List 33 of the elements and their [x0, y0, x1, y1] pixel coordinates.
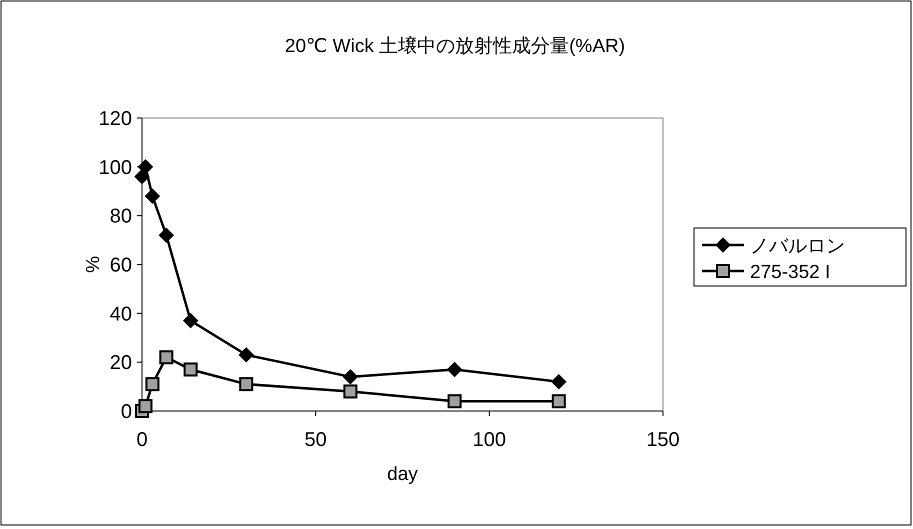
- y-tick-label: 100: [98, 156, 132, 179]
- point: [184, 362, 198, 376]
- point: [138, 159, 153, 174]
- y-tick-label: 120: [98, 108, 132, 130]
- point: [183, 313, 198, 328]
- point: [448, 394, 462, 408]
- x-tick-label: 0: [136, 429, 148, 451]
- x-axis-title: day: [387, 464, 418, 485]
- y-tick-label: 60: [110, 254, 132, 276]
- legend-label: 275-352 I: [750, 262, 830, 283]
- y-tick-label: 40: [110, 303, 132, 326]
- point: [134, 169, 150, 184]
- point: [138, 399, 152, 414]
- point: [238, 347, 254, 362]
- x-tick-label: 50: [304, 429, 327, 451]
- point: [343, 384, 358, 398]
- chart-title: 20℃ Wick 土壌中の放射性成分量(%AR): [284, 35, 626, 57]
- point: [447, 362, 462, 377]
- point: [552, 394, 566, 408]
- point: [551, 374, 566, 390]
- y-tick-label: 80: [110, 206, 132, 228]
- y-tick-label: 20: [110, 352, 132, 374]
- point: [239, 377, 254, 392]
- y-tick-label: 0: [120, 401, 132, 423]
- x-tick-label: 150: [646, 429, 680, 451]
- legend-label: ノバルロン: [750, 236, 845, 257]
- point: [159, 350, 174, 364]
- point: [144, 188, 160, 204]
- y-axis-title: %: [81, 256, 102, 274]
- point: [158, 228, 174, 243]
- x-tick-label: 100: [472, 429, 506, 451]
- point: [145, 377, 160, 392]
- point: [342, 369, 358, 384]
